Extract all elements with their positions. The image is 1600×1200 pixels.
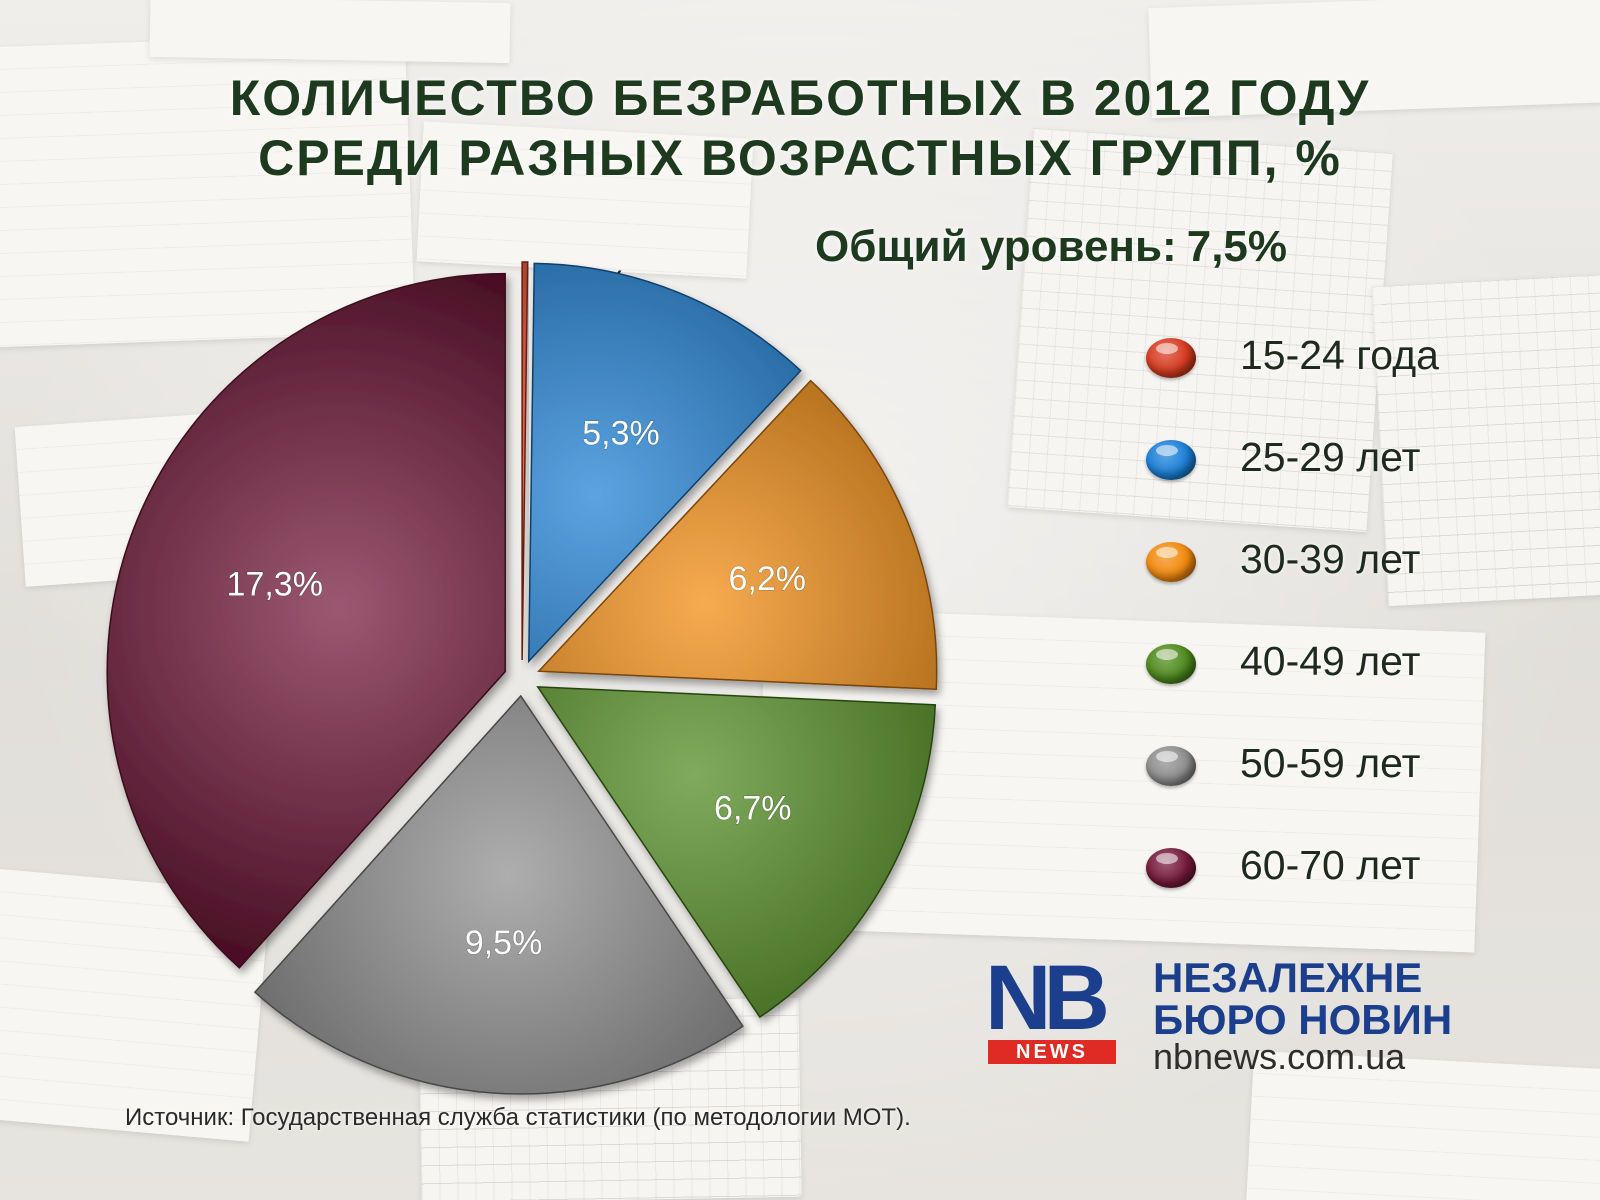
pie-slice-15-24-года <box>521 261 529 661</box>
legend-label: 30-39 лет <box>1240 536 1421 582</box>
title-line-2: СРЕДИ РАЗНЫХ ВОЗРАСТНЫХ ГРУПП, % <box>258 130 1342 186</box>
source-note: Источник: Государственная служба статист… <box>125 1104 911 1131</box>
logo-news-badge: NEWS <box>988 1040 1116 1064</box>
nb-news-logo: NB NEWS НЕЗАЛЕЖНЕ БЮРО НОВИН nbnews.com.… <box>985 947 1525 1076</box>
pie-slice-25-29-лет <box>527 262 802 664</box>
legend-label: 15-24 года <box>1240 332 1439 378</box>
legend-swatch-icon <box>1146 848 1196 888</box>
legend-label: 60-70 лет <box>1240 842 1421 888</box>
overall-level-label: Общий уровень: <box>815 222 1177 271</box>
pie-slice-60-70-лет <box>106 272 506 969</box>
logo-url: nbnews.com.ua <box>1153 1036 1406 1077</box>
pie-slice-40-49-лет <box>536 686 937 1019</box>
legend-swatch-icon <box>1146 746 1196 786</box>
legend-swatch-icon <box>1146 542 1196 582</box>
logo-mark: NB <box>985 947 1110 1049</box>
overall-level: Общий уровень: 7,5% <box>815 222 1287 272</box>
legend-label: 40-49 лет <box>1240 638 1421 684</box>
overall-level-value: 7,5% <box>1186 222 1288 271</box>
slice-value-label: 17,3% <box>227 565 323 603</box>
slice-value-label: 9,5% <box>465 924 543 962</box>
pie-slice-30-39-лет <box>537 379 938 691</box>
pie-slice-50-59-лет <box>253 694 744 1095</box>
slice-value-label: 5,3% <box>582 414 660 452</box>
legend-label: 50-59 лет <box>1240 740 1421 786</box>
legend-swatch-icon <box>1146 440 1196 480</box>
title-line-1: КОЛИЧЕСТВО БЕЗРАБОТНЫХ В 2012 ГОДУ <box>229 70 1371 126</box>
chart-title: КОЛИЧЕСТВО БЕЗРАБОТНЫХ В 2012 ГОДУ СРЕДИ… <box>0 68 1600 188</box>
legend-swatch-icon <box>1146 644 1196 684</box>
logo-name-line-2: БЮРО НОВИН <box>1153 996 1453 1043</box>
logo-name-line-1: НЕЗАЛЕЖНЕ <box>1153 954 1423 1001</box>
legend-label: 25-29 лет <box>1240 434 1421 480</box>
slice-value-label: 6,7% <box>714 790 792 828</box>
slice-value-label: 6,2% <box>728 560 806 598</box>
legend-swatch-icon <box>1146 338 1196 378</box>
